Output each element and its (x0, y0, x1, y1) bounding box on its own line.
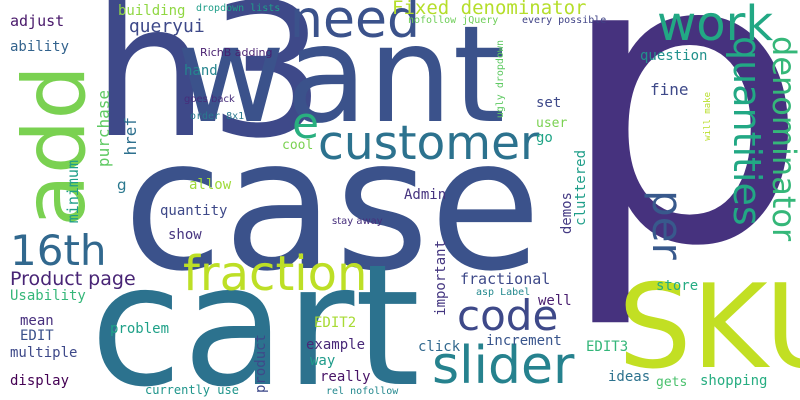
word-fractional: fractional (460, 270, 551, 288)
word-multiple: multiple (10, 345, 78, 361)
word-user: user (536, 116, 568, 131)
word-cluttered: cluttered (573, 150, 589, 226)
word-fraction: fraction (183, 246, 368, 302)
word-store: store (656, 278, 699, 294)
word-per: per (643, 190, 692, 260)
word-denominator: denominator (765, 36, 800, 242)
word-increment: increment (486, 333, 562, 349)
word-product: product (253, 334, 269, 394)
word-mean: mean (20, 313, 54, 329)
word-demos: demos (559, 192, 575, 235)
word-cool: cool (282, 138, 314, 153)
word-hand: hand (184, 63, 218, 79)
word-edit3: EDIT3 (586, 339, 629, 355)
word-h3: h3 (92, 0, 326, 179)
word-e: e (292, 98, 320, 149)
word-work: work (657, 0, 774, 52)
word-16th: 16th (10, 226, 107, 275)
word-set: set (536, 95, 562, 111)
word-ideas: ideas (608, 369, 651, 385)
word-want: want (176, 0, 506, 153)
word-goes-back: goes back (184, 94, 235, 105)
word-dropdown-lists: dropdown lists (196, 3, 281, 14)
word-case: case (123, 99, 542, 311)
word-sku: SKU (618, 260, 800, 395)
word-example: example (306, 337, 366, 353)
word-quantity: quantity (160, 203, 228, 219)
word-edit: EDIT (20, 328, 54, 344)
word-rel-nofollow: rel nofollow (326, 386, 399, 397)
word-richb-adding: RichB adding (200, 46, 273, 59)
word-go: go (536, 130, 553, 146)
word-g: g (117, 176, 127, 194)
word-usability: Usability (10, 288, 86, 304)
word-quantities: quantities (725, 36, 769, 226)
word-fine: fine (650, 80, 689, 99)
word-edit2: EDIT2 (314, 315, 357, 331)
word-admin: Admin (404, 187, 447, 203)
word-question: question (640, 48, 708, 64)
word-important: important (433, 240, 449, 316)
word-click: click (418, 339, 461, 355)
word-shopping: shopping (700, 373, 768, 389)
word-building: building (118, 3, 186, 19)
word-asp-label: asp Label (476, 287, 531, 298)
word-href: href (121, 117, 140, 156)
word-nofollow-jquery: nofollow jQuery (408, 15, 499, 26)
word-product-page: Product page (10, 268, 136, 290)
word-p: p (556, 0, 800, 334)
word-cart: cart (90, 228, 421, 400)
word-add: add (5, 65, 105, 227)
word-minimum: minimum (64, 160, 82, 224)
word-allow: allow (189, 177, 232, 193)
word-display: display (10, 373, 70, 389)
word-gets: gets (656, 375, 688, 390)
word-adjust: adjust (10, 12, 65, 30)
word-ability: ability (10, 39, 70, 55)
word-show: show (168, 227, 202, 243)
word-problem: problem (110, 321, 170, 337)
word-purchase: purchase (94, 90, 113, 168)
word-well: well (538, 293, 572, 309)
word-code: code (457, 291, 559, 340)
word-will-make: will make (703, 92, 713, 141)
word-way: way (310, 353, 336, 369)
word-ugly-dropdown: ugly dropdown (495, 40, 506, 119)
word-fixed-denominator: Fixed denominator (392, 0, 587, 19)
word-every-possible: every possible (522, 15, 607, 26)
word-need: need (290, 0, 420, 50)
word-customer: customer (318, 116, 540, 171)
word-order-8x1: order 8x1 (190, 111, 245, 122)
word-currently-use: currently use (145, 383, 239, 397)
word-really: really (320, 369, 371, 385)
word-stay-away: stay away (332, 216, 383, 227)
word-slider: slider (432, 336, 575, 396)
word-jqueryui: jqueryui (118, 16, 205, 37)
